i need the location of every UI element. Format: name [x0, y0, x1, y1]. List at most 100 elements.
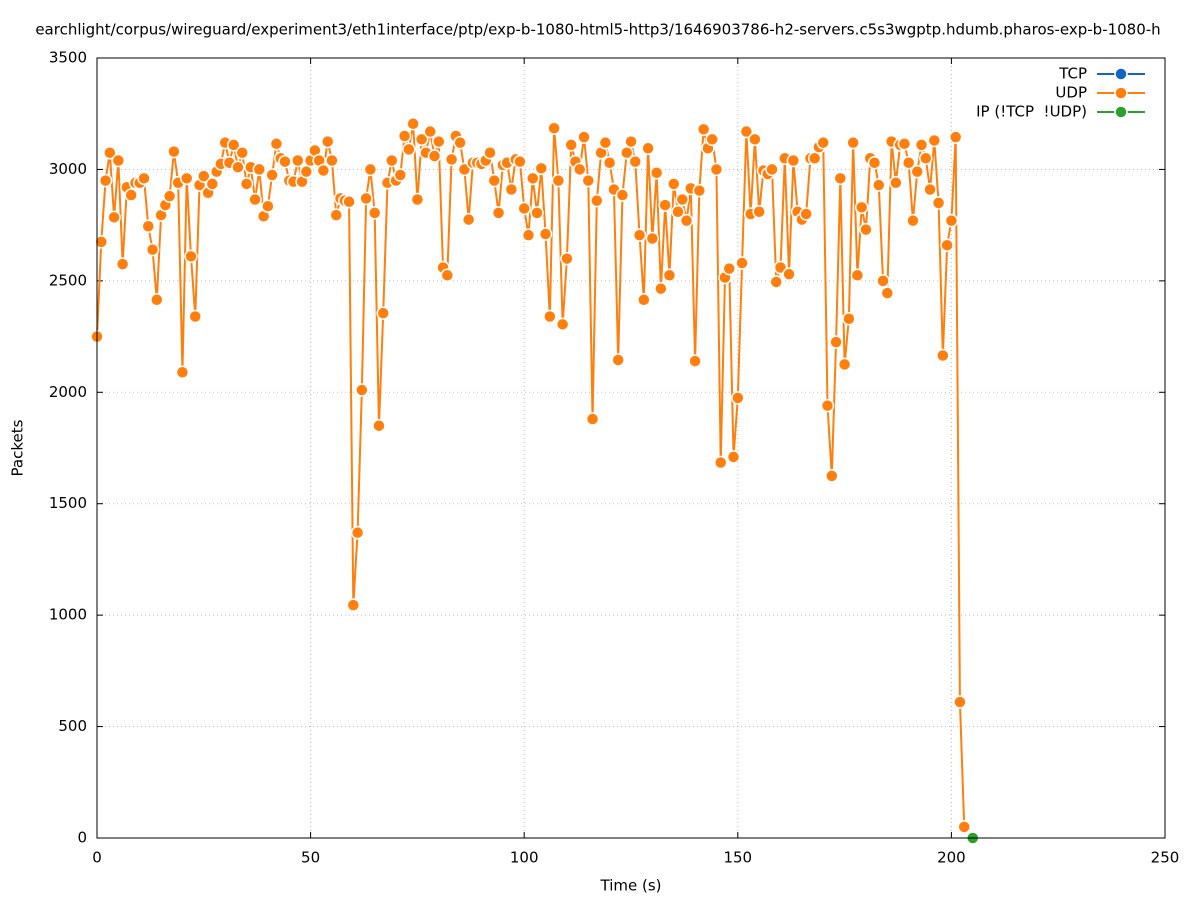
legend-marker — [1114, 67, 1128, 81]
data-point — [342, 194, 356, 209]
x-tick-label: 250 — [1151, 849, 1180, 867]
data-point — [521, 228, 536, 242]
data-point — [666, 177, 681, 191]
data-point — [188, 309, 203, 324]
data-point — [906, 213, 920, 228]
y-tick-label: 1000 — [49, 606, 87, 624]
data-point — [487, 173, 502, 188]
x-tick-label: 50 — [301, 849, 320, 867]
data-point — [837, 357, 852, 372]
data-point — [679, 213, 694, 228]
data-point — [598, 135, 613, 150]
data-point — [252, 162, 267, 177]
data-point — [483, 145, 497, 160]
plot — [90, 116, 980, 845]
x-tick-label: 100 — [510, 849, 539, 867]
data-point — [184, 249, 198, 264]
data-point — [953, 695, 967, 709]
data-point — [867, 155, 882, 170]
data-point — [825, 469, 839, 483]
data-point — [726, 450, 741, 464]
data-point — [713, 455, 728, 470]
data-point — [547, 121, 561, 135]
data-point — [402, 142, 416, 157]
data-point — [427, 149, 442, 163]
data-point — [897, 137, 912, 151]
data-point — [94, 235, 109, 249]
data-point — [162, 189, 177, 203]
legend-marker — [1114, 105, 1128, 119]
data-point — [320, 134, 335, 149]
data-point — [662, 268, 677, 283]
data-point — [846, 135, 860, 150]
data-point — [919, 151, 933, 166]
data-point — [167, 144, 181, 159]
data-point — [581, 173, 596, 188]
data-point — [551, 173, 566, 188]
data-point — [530, 206, 544, 220]
data-point — [179, 171, 194, 186]
data-point — [367, 206, 382, 220]
data-point — [602, 155, 617, 170]
data-point — [799, 207, 813, 221]
y-axis-label: Packets — [9, 419, 27, 476]
x-tick-label: 200 — [937, 849, 966, 867]
data-point — [671, 205, 685, 219]
data-point — [124, 188, 138, 202]
data-point — [957, 820, 971, 834]
data-point — [859, 222, 873, 237]
data-point — [555, 317, 570, 332]
legend-label: IP (!TCP !UDP) — [976, 103, 1087, 121]
legend-label: UDP — [1055, 84, 1087, 102]
data-point — [564, 138, 578, 152]
data-point — [291, 153, 305, 168]
data-point — [927, 133, 942, 148]
data-point — [346, 598, 361, 612]
data-point — [329, 208, 343, 222]
data-point — [372, 418, 386, 433]
data-point — [423, 124, 437, 139]
data-point — [880, 286, 895, 300]
y-tick-label: 500 — [58, 717, 87, 735]
data-point — [231, 160, 245, 174]
data-point — [137, 171, 151, 186]
data-point — [316, 163, 331, 178]
data-point — [833, 171, 848, 186]
data-point — [205, 177, 220, 191]
data-point — [406, 116, 420, 131]
data-point — [820, 398, 835, 413]
data-point — [807, 151, 822, 166]
data-point — [98, 173, 113, 188]
data-point — [397, 129, 412, 143]
data-point — [936, 348, 950, 363]
data-point — [513, 154, 527, 169]
data-point — [444, 152, 459, 167]
data-point — [197, 169, 211, 183]
data-point — [649, 166, 664, 180]
legend-marker — [1114, 86, 1128, 100]
data-point — [115, 257, 130, 271]
data-point — [432, 134, 446, 149]
data-point — [782, 267, 796, 281]
data-point — [453, 135, 467, 150]
data-point — [931, 196, 946, 210]
data-point — [731, 391, 745, 405]
data-point — [491, 206, 506, 220]
data-point — [816, 135, 830, 150]
data-point — [590, 193, 604, 208]
data-point — [577, 130, 591, 144]
data-point — [350, 525, 365, 540]
data-point — [675, 192, 690, 207]
data-point — [239, 177, 254, 191]
data-point — [278, 154, 292, 169]
data-point — [876, 274, 890, 288]
data-point — [414, 132, 429, 147]
data-point — [585, 412, 600, 426]
data-point — [923, 182, 937, 197]
data-point — [103, 145, 117, 160]
data-point — [517, 201, 531, 216]
chart-title: earchlight/corpus/wireguard/experiment3/… — [35, 21, 1160, 39]
data-point — [611, 353, 625, 367]
